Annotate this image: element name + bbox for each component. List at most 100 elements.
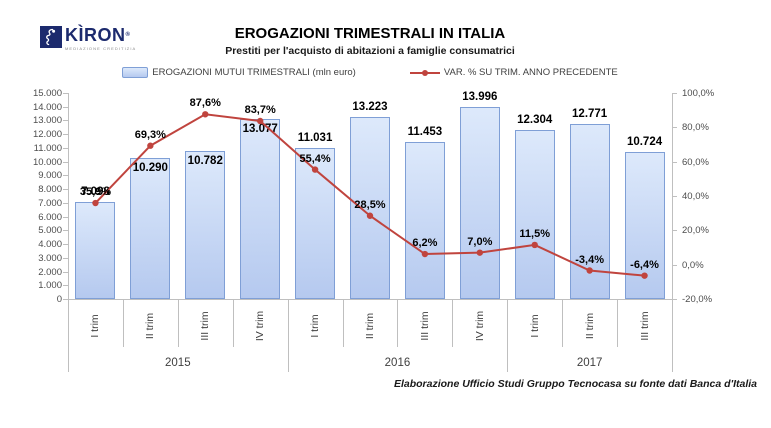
left-axis-tick <box>63 257 68 259</box>
left-axis-tick-label: 0 <box>56 294 62 305</box>
logo-tagline: MEDIAZIONE CREDITIZIA <box>65 46 137 51</box>
bar-value-label: 10.782 <box>187 154 223 167</box>
year-separator-line <box>672 299 673 372</box>
source-note: Elaborazione Ufficio Studi Gruppo Tecnoc… <box>393 378 757 390</box>
bar <box>130 157 171 299</box>
chart-legend: EROGAZIONI MUTUI TRIMESTRALI (mln euro) … <box>68 67 672 78</box>
bar <box>514 130 555 299</box>
left-axis-tick-label: 4.000 <box>38 239 62 251</box>
right-axis-tick <box>672 93 677 94</box>
variation-percent-label: 28,5% <box>354 198 386 211</box>
left-axis-tick <box>63 299 68 300</box>
left-axis-tick <box>63 189 68 191</box>
x-axis-tick-label: IV trim <box>473 310 486 342</box>
bar-value-label: 12.771 <box>572 107 608 120</box>
left-axis-tick-label: 1.000 <box>38 280 62 292</box>
line-marker <box>202 111 209 118</box>
quarter-separator-line <box>342 299 344 347</box>
kiron-logo-mark <box>40 26 62 48</box>
left-axis-tick <box>63 230 68 232</box>
bar <box>240 119 281 299</box>
year-label: 2015 <box>165 357 191 369</box>
bar-value-label: 13.223 <box>352 101 388 114</box>
left-axis-tick-label: 8.000 <box>38 184 62 196</box>
variation-percent-label: 69,3% <box>134 128 166 141</box>
right-axis-tick <box>672 230 677 232</box>
x-axis-tick-label: II trim <box>583 312 596 340</box>
line-marker <box>147 142 154 149</box>
left-axis-tick-label: 15.000 <box>32 88 62 99</box>
kiron-logo: KÌRON® MEDIAZIONE CREDITIZIA <box>40 26 136 51</box>
chart-subtitle: Prestiti per l'acquisto di abitazioni a … <box>225 45 515 57</box>
left-axis-tick-label: 2.000 <box>38 266 62 278</box>
bar <box>185 150 226 299</box>
bar-value-label: 10.724 <box>626 135 663 148</box>
x-axis-tick-label: I trim <box>309 314 322 338</box>
x-axis-line <box>68 299 672 300</box>
right-axis-tick-label: 0,0% <box>682 259 704 271</box>
bar <box>295 147 336 299</box>
variation-percent-label: 87,6% <box>189 97 221 110</box>
x-axis-tick-label: III trim <box>418 311 431 341</box>
variation-percent-label: -3,4% <box>575 253 604 266</box>
variation-percent-label: 7,0% <box>467 235 493 248</box>
right-axis-tick-label: 20,0% <box>682 225 709 237</box>
right-axis-tick-label: 40,0% <box>682 191 709 202</box>
legend-item-bars: EROGAZIONI MUTUI TRIMESTRALI (mln euro) <box>122 67 356 78</box>
year-label: 2016 <box>384 357 411 369</box>
left-axis-tick-label: 12.000 <box>32 129 62 141</box>
right-axis-tick <box>672 127 677 129</box>
legend-line-label: VAR. % SU TRIM. ANNO PRECEDENTE <box>443 67 618 78</box>
right-axis-tick <box>672 196 677 197</box>
bar <box>75 201 116 299</box>
variation-percent-label: 55,4% <box>299 152 331 165</box>
bar <box>404 141 445 299</box>
x-axis-tick-label: II trim <box>364 312 376 340</box>
legend-item-line: VAR. % SU TRIM. ANNO PRECEDENTE <box>409 67 618 78</box>
variation-percent-label: -6,4% <box>630 258 659 271</box>
quarter-separator-line <box>452 299 454 347</box>
line-series-swatch <box>409 69 440 77</box>
bar <box>459 106 500 299</box>
x-axis-tick-label: I trim <box>528 314 541 338</box>
bar-series-swatch <box>122 67 149 78</box>
year-separator-line <box>287 299 289 372</box>
chart-title: EROGAZIONI TRIMESTRALI IN ITALIA <box>234 25 506 42</box>
right-axis-tick-label: 100,0% <box>682 88 715 99</box>
x-axis-tick-label: IV trim <box>254 310 267 342</box>
year-label: 2017 <box>576 357 603 369</box>
x-axis-tick-label: III trim <box>638 311 651 341</box>
left-axis-tick <box>63 271 68 273</box>
year-separator-line <box>507 299 509 372</box>
left-axis-tick <box>63 216 68 218</box>
left-axis-tick-label: 11.000 <box>33 142 62 154</box>
left-axis-tick-label: 6.000 <box>38 211 62 223</box>
variation-percent-label: 35,9% <box>79 186 112 199</box>
year-separator-line <box>68 299 69 372</box>
quarter-separator-line <box>122 299 124 347</box>
left-axis-tick <box>63 134 68 136</box>
bar <box>624 151 665 299</box>
variation-percent-label: 83,7% <box>244 103 276 116</box>
right-axis-tick <box>672 161 677 163</box>
quarter-separator-line <box>397 299 399 347</box>
x-axis-tick-label: III trim <box>199 311 212 341</box>
logo-name: KÌRON® <box>65 25 131 45</box>
left-axis-tick-label: 3.000 <box>38 252 62 264</box>
left-axis-tick-label: 5.000 <box>38 225 62 237</box>
registered-mark: ® <box>125 32 131 38</box>
x-axis-tick-label: II trim <box>144 312 157 340</box>
left-axis-tick <box>63 202 68 204</box>
right-axis-tick-label: 60,0% <box>682 156 709 168</box>
bar-value-label: 11.453 <box>407 125 443 138</box>
quarter-separator-line <box>562 299 564 347</box>
variation-percent-label: 11,5% <box>519 227 551 240</box>
left-axis-tick <box>63 93 68 94</box>
left-axis-tick-label: 13.000 <box>32 115 62 127</box>
bar-value-label: 10.290 <box>132 161 168 174</box>
legend-bars-label: EROGAZIONI MUTUI TRIMESTRALI (mln euro) <box>152 67 356 78</box>
left-axis-line <box>68 93 69 299</box>
bar-value-label: 11.031 <box>297 131 333 144</box>
left-axis-tick <box>63 244 68 246</box>
